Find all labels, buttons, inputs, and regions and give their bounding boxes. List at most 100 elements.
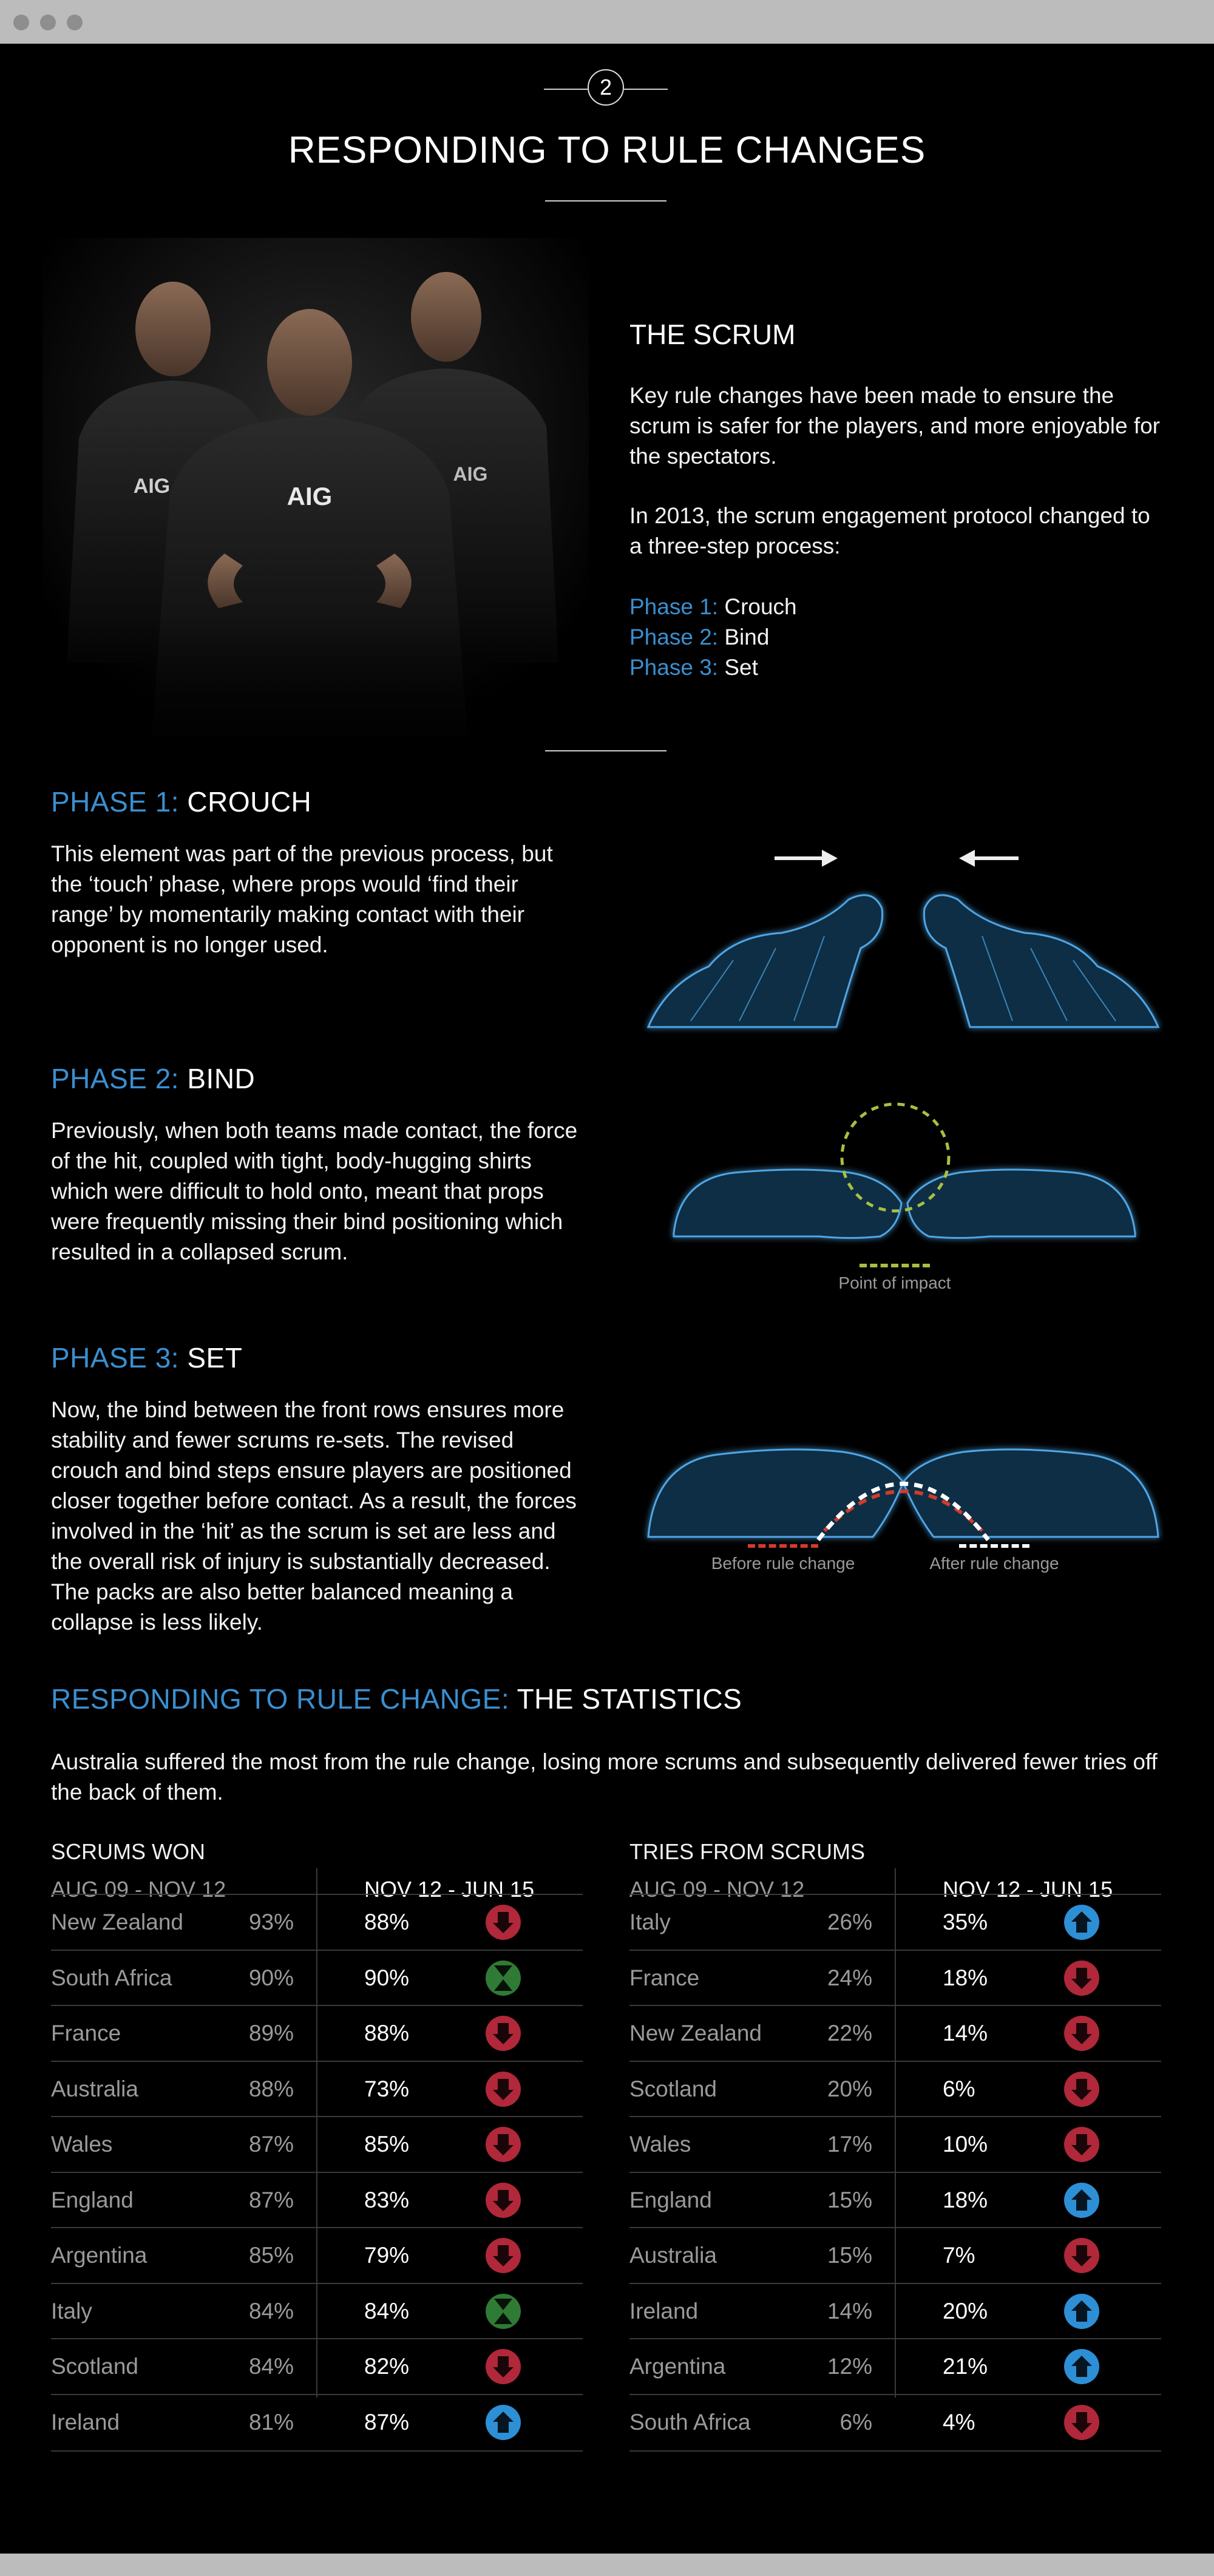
phase-list-item: Phase 3: Set [629,655,758,680]
table-title: TRIES FROM SCRUMS [629,1839,866,1864]
team-name: South Africa [629,2409,751,2435]
old-percentage: 88% [248,2076,294,2101]
arrow-left-icon [959,850,975,867]
trend-down-icon [486,2349,521,2384]
table-row: South Africa 90% 90% [51,1949,583,2006]
trend-down-icon [1064,1960,1099,1996]
new-percentage: 88% [364,2021,410,2046]
old-percentage: 17% [827,2132,872,2157]
section-number: 2 [599,75,612,100]
old-percentage: 90% [248,1965,294,1990]
old-percentage: 84% [248,2298,294,2323]
table-header-new-period: NOV 12 - JUN 15 [943,1877,1113,1902]
old-percentage: 84% [248,2354,294,2379]
new-percentage: 79% [364,2243,410,2268]
table-row: Australia 88% 73% [51,2060,583,2117]
intro-paragraph-1: Key rule changes have been made to ensur… [629,383,1160,469]
table-row: England 15% 18% [629,2171,1161,2228]
players-photo: AIG AIG AIG [42,238,589,778]
table-row: France 89% 88% [51,2005,583,2061]
set-diagram [647,1448,1159,1542]
browser-bottom-bar [0,2554,1214,2576]
team-name: Argentina [51,2243,148,2268]
trend-down-icon [486,1905,521,1940]
team-name: Italy [629,1910,671,1934]
arrow-right-icon [822,850,838,867]
old-percentage: 15% [827,2187,872,2212]
section-divider [545,750,666,751]
trend-up-icon [486,2404,521,2440]
table-header-old-period: AUG 09 - NOV 12 [629,1877,805,1902]
phase-list: Phase 1: Crouch Phase 2: Bind Phase 3: S… [629,592,797,683]
new-percentage: 82% [364,2354,410,2379]
jersey-sponsor-left: AIG [134,475,170,498]
window-close-dot[interactable] [13,15,29,30]
table-row: New Zealand 93% 88% [51,1894,583,1950]
old-percentage: 89% [248,2021,294,2046]
table-row: New Zealand 22% 14% [629,2005,1161,2061]
new-percentage: 18% [943,1965,988,1990]
team-name: South Africa [51,1965,172,1990]
intro-paragraph-2: In 2013, the scrum engagement protocol c… [629,503,1150,558]
team-name: England [629,2187,712,2212]
table-row: Ireland 14% 20% [629,2282,1161,2339]
trend-up-icon [1064,2293,1099,2329]
window-minimize-dot[interactable] [40,15,56,30]
old-percentage: 20% [827,2076,872,2101]
table-row: Italy 26% 35% [629,1894,1161,1950]
page-title: RESPONDING TO RULE CHANGES [288,129,926,171]
trend-down-icon [486,2238,521,2273]
jersey-sponsor-right: AIG [453,463,488,485]
team-name: New Zealand [51,1910,184,1934]
team-name: Australia [629,2243,717,2268]
table-row: Wales 17% 10% [629,2116,1161,2172]
after-legend-label: After rule change [929,1554,1059,1573]
after-rule-arc [816,1482,990,1542]
point-of-impact-circle [840,1102,951,1213]
team-name: England [51,2187,134,2212]
old-percentage: 12% [827,2354,872,2379]
column-divider [316,1868,317,2398]
table-header-old-period: AUG 09 - NOV 12 [51,1877,226,1902]
trend-down-icon [486,2071,521,2107]
table-row: Scotland 20% 6% [629,2060,1161,2117]
section-number-badge: 2 [588,69,624,106]
team-name: France [51,2021,121,2046]
old-percentage: 85% [248,2243,294,2268]
header-rule-right [624,89,668,90]
old-percentage: 6% [839,2409,872,2435]
old-percentage: 81% [248,2409,294,2435]
trend-down-icon [486,2016,521,2051]
team-name: Italy [51,2298,92,2323]
title-underline [545,200,666,202]
trend-same-icon [486,1960,521,1996]
table-row: South Africa 6% 4% [629,2393,1161,2452]
old-percentage: 15% [827,2243,872,2268]
impact-legend-label: Point of impact [838,1273,951,1292]
table-row: Argentina 12% 21% [629,2338,1161,2395]
new-percentage: 10% [943,2132,988,2157]
new-percentage: 7% [943,2243,975,2268]
new-percentage: 73% [364,2076,410,2101]
trend-down-icon [486,2127,521,2162]
window-maximize-dot[interactable] [67,15,83,30]
old-percentage: 14% [827,2298,872,2323]
trend-down-icon [1064,2127,1099,2162]
phase2-heading: PHASE 2: BIND [51,1063,256,1094]
statistics-heading: RESPONDING TO RULE CHANGE: THE STATISTIC… [51,1683,742,1715]
scrums-won-table: SCRUMS WON AUG 09 - NOV 12 NOV 12 - JUN … [51,1839,583,2452]
phase3-heading: PHASE 3: SET [51,1342,243,1374]
header-rule-left [544,89,588,90]
browser-chrome [0,0,1214,44]
after-legend-swatch [959,1544,1029,1548]
trend-up-icon [1064,2182,1099,2218]
phase2-text: Previously, when both teams made contact… [51,1118,578,1264]
table-header-new-period: NOV 12 - JUN 15 [364,1877,535,1902]
infographic-page: 2 RESPONDING TO RULE CHANGES [0,44,1214,2554]
trend-down-icon [1064,2238,1099,2273]
old-percentage: 87% [248,2132,294,2157]
trend-same-icon [486,2293,521,2329]
team-name: Australia [51,2076,138,2101]
new-percentage: 4% [943,2409,975,2435]
table-title: SCRUMS WON [51,1839,205,1864]
